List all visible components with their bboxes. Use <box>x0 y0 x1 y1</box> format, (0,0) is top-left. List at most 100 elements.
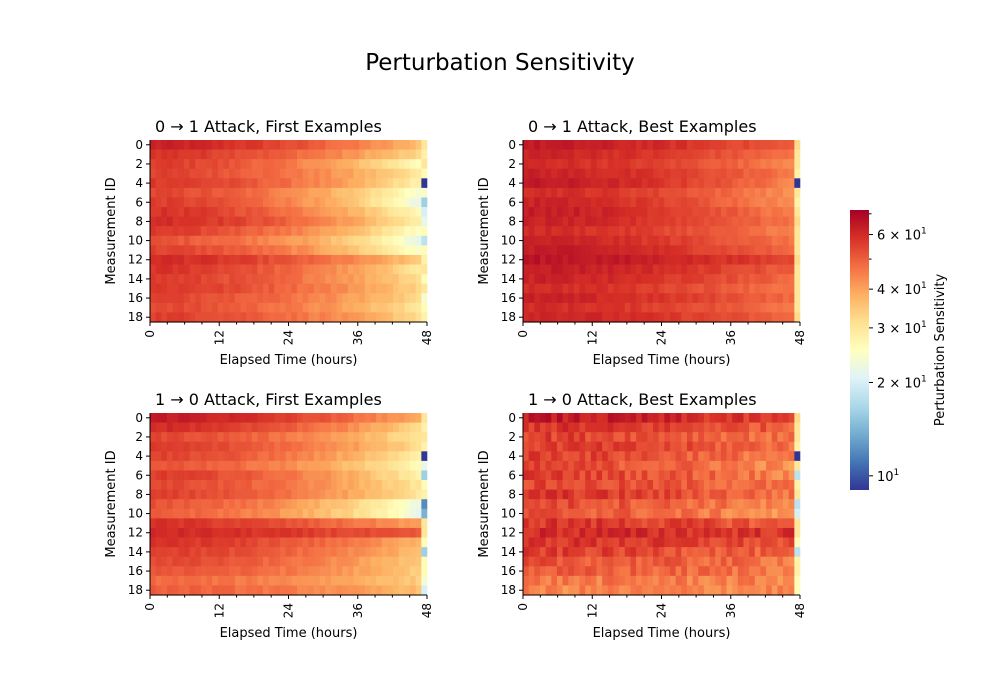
heatmap-cell <box>726 441 733 452</box>
heatmap-cell <box>783 508 790 519</box>
heatmap-cell <box>410 556 417 567</box>
heatmap-cell <box>602 566 609 577</box>
heatmap-cell <box>150 441 157 452</box>
heatmap-cell <box>624 187 632 199</box>
heatmap-cell <box>274 489 281 500</box>
heatmap-cell <box>573 566 581 577</box>
heatmap-cell <box>664 140 671 151</box>
heatmap-cell <box>246 159 253 170</box>
heatmap-cell <box>715 441 722 452</box>
heatmap-cell <box>376 254 383 266</box>
heatmap-cell <box>743 566 750 577</box>
heatmap-cell <box>647 451 654 462</box>
heatmap-cell <box>607 207 615 218</box>
heatmap-cell <box>766 178 773 189</box>
heatmap-cell <box>607 432 615 443</box>
heatmap-cell <box>658 441 665 452</box>
heatmap-cell <box>726 207 733 218</box>
x-tick-label: 0 <box>143 603 157 611</box>
heatmap-cell <box>268 441 275 452</box>
heatmap-cell <box>624 489 632 500</box>
heatmap-cell <box>268 254 275 266</box>
heatmap-cell <box>596 556 603 567</box>
heatmap-cell <box>223 293 230 304</box>
heatmap-cell <box>686 451 694 462</box>
heatmap-cell <box>619 451 626 462</box>
heatmap-cell <box>743 585 750 596</box>
heatmap-cell <box>200 149 208 160</box>
heatmap-cell <box>410 422 417 433</box>
heatmap-cell <box>585 207 592 218</box>
heatmap-cell <box>647 140 654 151</box>
heatmap-cell <box>675 274 682 285</box>
heatmap-cell <box>291 264 298 275</box>
heatmap-cell <box>353 178 360 189</box>
heatmap-cell <box>624 518 632 529</box>
heatmap-cell <box>268 556 275 567</box>
heatmap-cell <box>573 235 581 246</box>
heatmap-cell <box>630 556 637 567</box>
heatmap-cell <box>364 187 372 199</box>
heatmap-cell <box>234 235 242 246</box>
heatmap-cell <box>296 499 304 510</box>
heatmap-cell <box>641 187 648 199</box>
heatmap-cell <box>602 187 609 199</box>
heatmap-cell <box>771 159 778 170</box>
heatmap-cell <box>732 422 739 433</box>
heatmap-cell <box>257 216 264 227</box>
heatmap-cell <box>393 413 400 424</box>
heatmap-cell <box>777 585 784 596</box>
heatmap-cell <box>624 293 632 304</box>
heatmap-cell <box>195 451 202 462</box>
heatmap-cell <box>161 178 168 189</box>
heatmap-cell <box>206 451 213 462</box>
heatmap-cell <box>336 537 343 548</box>
heatmap-cell-last <box>421 470 428 481</box>
heatmap-cell <box>556 235 564 246</box>
heatmap-cell <box>539 178 547 189</box>
heatmap-cell <box>596 441 603 452</box>
y-tick-label: 4 <box>135 176 143 190</box>
heatmap-cell <box>364 140 372 151</box>
heatmap-cell-last <box>421 302 428 314</box>
heatmap-cell <box>664 235 671 246</box>
heatmap-cell <box>664 283 671 294</box>
heatmap-cell <box>178 451 185 462</box>
heatmap-cell <box>619 527 626 539</box>
heatmap-cell <box>257 168 264 179</box>
heatmap-cell <box>783 518 790 529</box>
heatmap-cell <box>551 508 558 519</box>
heatmap-cell <box>534 575 541 587</box>
x-tick-label: 24 <box>655 603 669 618</box>
heatmap-cell-last <box>794 149 801 160</box>
heatmap-cell <box>596 575 603 587</box>
y-tick-label: 14 <box>128 545 143 559</box>
x-tick-label: 48 <box>420 603 434 618</box>
heatmap-cell <box>296 207 304 218</box>
heatmap-cell <box>387 140 394 151</box>
heatmap-cell <box>296 293 304 304</box>
heatmap-cell <box>376 159 383 170</box>
heatmap-cell <box>732 441 739 452</box>
heatmap-cell <box>330 264 338 275</box>
heatmap-cell <box>528 274 535 285</box>
heatmap-cell <box>698 254 705 266</box>
heatmap-cell <box>398 283 405 294</box>
heatmap-cell <box>155 518 162 529</box>
heatmap-cell <box>268 178 275 189</box>
x-tick-label: 36 <box>724 603 738 618</box>
x-axis-label: Elapsed Time (hours) <box>220 353 358 368</box>
heatmap-cell <box>562 413 569 424</box>
heatmap-cell <box>302 207 309 218</box>
heatmap-cell <box>539 441 547 452</box>
heatmap-cell <box>556 149 564 160</box>
heatmap-cell <box>709 254 716 266</box>
heatmap-cell-last <box>794 168 801 179</box>
heatmap-cell <box>624 556 632 567</box>
heatmap-cell <box>754 264 762 275</box>
heatmap-cell <box>641 489 648 500</box>
heatmap-cell <box>749 264 756 275</box>
heatmap-cell <box>675 312 682 323</box>
heatmap-cell <box>257 283 264 294</box>
heatmap-cell-last <box>794 460 801 472</box>
